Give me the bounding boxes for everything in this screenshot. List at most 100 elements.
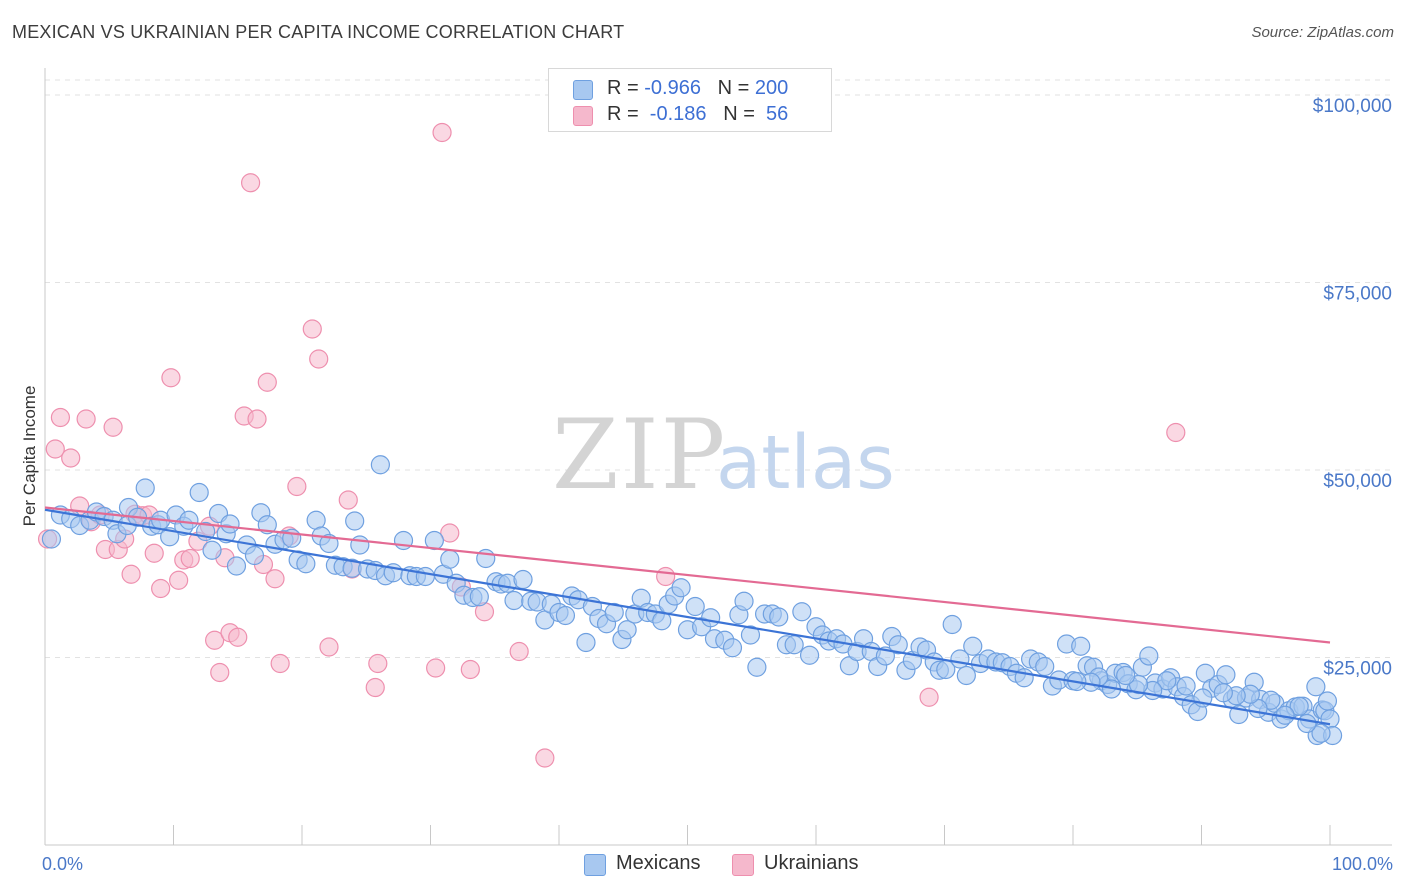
legend-label-mexicans: Mexicans xyxy=(616,852,701,874)
data-point xyxy=(368,653,388,674)
data-point xyxy=(1289,696,1309,716)
data-point xyxy=(1157,671,1177,691)
legend-row-ukrainians: R = -0.186 N = 56 xyxy=(573,103,788,129)
data-point xyxy=(319,637,339,657)
x-tick-label: 100.0% xyxy=(1332,854,1393,874)
legend-swatch-mexicans xyxy=(573,80,593,100)
data-point xyxy=(963,636,983,656)
data-point xyxy=(956,665,976,686)
data-point xyxy=(247,409,267,429)
trend-line-ukrainians xyxy=(44,506,1331,644)
grid-lines xyxy=(45,79,1392,658)
data-point xyxy=(460,659,480,680)
data-point xyxy=(1116,665,1136,686)
legend-swatch-mexicans xyxy=(584,854,606,876)
data-point xyxy=(576,632,596,653)
data-point xyxy=(205,630,225,650)
data-point xyxy=(151,578,171,599)
trend-line-mexicans xyxy=(44,508,1331,726)
data-point xyxy=(504,590,524,611)
data-point xyxy=(220,514,240,534)
data-point xyxy=(1176,676,1196,696)
data-point xyxy=(769,607,789,627)
data-point xyxy=(76,409,96,429)
data-point xyxy=(685,596,705,617)
source-credit: Source: ZipAtlas.com xyxy=(1251,24,1394,41)
legend-r-label: R = xyxy=(607,103,645,125)
y-tick-label: $25,000 xyxy=(1323,659,1392,680)
data-point xyxy=(370,455,390,475)
data-point xyxy=(338,490,358,510)
data-point xyxy=(555,605,576,626)
data-point xyxy=(169,570,189,590)
data-point xyxy=(1216,665,1236,685)
y-tick-label: $100,000 xyxy=(1313,96,1392,117)
data-point xyxy=(1166,422,1186,443)
data-point xyxy=(1317,691,1338,711)
data-point xyxy=(671,578,691,598)
y-axis-label: Per Capita Income xyxy=(20,386,39,527)
chart-title: MEXICAN VS UKRAINIAN PER CAPITA INCOME C… xyxy=(12,22,625,42)
legend-r-value: -0.966 xyxy=(644,77,701,99)
data-point xyxy=(617,620,637,640)
legend-label-ukrainians: Ukrainians xyxy=(764,852,859,874)
data-points xyxy=(37,122,1343,768)
data-point xyxy=(799,645,820,665)
data-point xyxy=(50,407,71,428)
data-point xyxy=(701,608,721,628)
data-point xyxy=(309,349,329,369)
axes xyxy=(44,68,1392,846)
y-tick-label: $75,000 xyxy=(1323,284,1392,305)
data-point xyxy=(747,657,767,677)
data-point xyxy=(784,635,804,655)
y-tick-label: $50,000 xyxy=(1323,471,1392,492)
data-point xyxy=(432,122,452,143)
data-point xyxy=(1297,713,1317,734)
trend-lines xyxy=(44,506,1331,726)
legend-n-label: N = xyxy=(723,103,761,125)
data-point xyxy=(740,625,761,645)
data-point xyxy=(415,566,435,587)
watermark-zip: ZIP xyxy=(552,399,727,511)
data-point xyxy=(469,587,489,607)
data-point xyxy=(244,545,265,566)
data-point xyxy=(440,523,460,543)
data-point xyxy=(210,662,230,683)
data-point xyxy=(440,549,460,569)
data-point xyxy=(45,439,65,459)
data-point xyxy=(144,543,164,563)
data-point xyxy=(189,482,209,503)
y-tick-labels: $25,000 $50,000 $75,000 $100,000 xyxy=(1313,96,1392,680)
legend-n-value: 56 xyxy=(760,103,789,125)
data-point xyxy=(656,566,676,587)
x-tick-labels: 0.0% 100.0% xyxy=(42,854,1393,874)
data-point xyxy=(228,627,248,647)
data-point xyxy=(513,569,533,590)
data-point xyxy=(161,368,181,388)
legend-swatch-ukrainians xyxy=(732,854,754,876)
data-point xyxy=(103,417,123,437)
data-point xyxy=(61,448,81,468)
data-point xyxy=(919,687,939,707)
correlation-legend: R = -0.966 N = 200 R = -0.186 N = 56 xyxy=(548,68,832,132)
data-point xyxy=(226,556,247,576)
data-point xyxy=(792,602,812,622)
data-point xyxy=(179,510,199,530)
data-point xyxy=(287,476,307,497)
data-point xyxy=(1311,723,1331,743)
legend-n-value: 200 xyxy=(754,77,789,99)
data-point xyxy=(302,319,322,339)
data-point xyxy=(604,602,624,623)
data-point xyxy=(121,564,141,584)
data-point xyxy=(241,173,261,193)
x-tick-label: 0.0% xyxy=(42,854,83,874)
data-point xyxy=(722,638,743,658)
data-point xyxy=(296,554,316,574)
data-point xyxy=(41,529,62,549)
data-point xyxy=(426,658,446,678)
data-point xyxy=(1071,636,1091,656)
data-point xyxy=(202,540,222,560)
data-point xyxy=(888,635,908,655)
data-point xyxy=(734,591,754,611)
